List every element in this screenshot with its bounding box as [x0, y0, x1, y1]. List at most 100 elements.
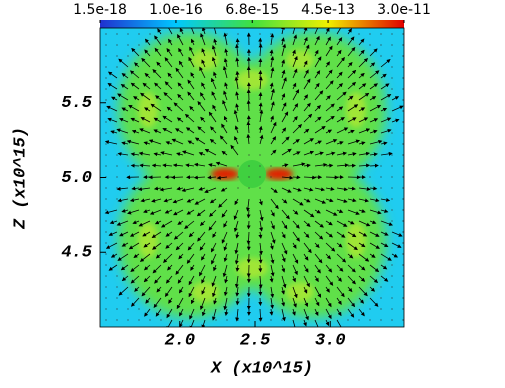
vector-arrow	[292, 319, 296, 327]
vector-arrow	[138, 220, 151, 227]
vector-dot	[116, 297, 118, 299]
vector-arrow	[118, 58, 129, 68]
vector-dot	[105, 110, 107, 112]
vector-dot	[116, 66, 118, 68]
vector-arrow	[303, 138, 314, 145]
vector-arrow	[126, 139, 140, 145]
vector-arrow	[201, 59, 206, 68]
vector-dot	[116, 154, 118, 156]
vector-dot	[116, 55, 118, 57]
vector-dot	[369, 33, 371, 35]
vector-arrow	[186, 198, 195, 203]
vector-arrow	[149, 209, 162, 215]
vector-dot	[127, 44, 129, 46]
vector-arrow	[303, 150, 315, 156]
vector-arrow	[325, 69, 333, 79]
vector-arrow	[132, 220, 140, 225]
vector-arrow	[200, 297, 206, 310]
y-tick-label: 4.5	[61, 244, 92, 263]
vector-dot	[402, 286, 404, 288]
vector-arrow	[281, 242, 288, 255]
vector-arrow	[325, 95, 331, 101]
vector-dot	[116, 44, 118, 46]
colorbar-tick-label: 1.5e-18	[73, 2, 127, 18]
vector-arrow	[358, 308, 365, 317]
vector-dot	[380, 286, 382, 288]
vector-arrow	[143, 141, 151, 146]
vector-arrow	[154, 220, 162, 225]
vector-arrow	[347, 36, 355, 46]
vector-arrow	[325, 242, 336, 252]
vector-arrow	[187, 79, 195, 90]
vector-arrow	[153, 297, 162, 309]
vector-arrow	[292, 242, 297, 249]
vector-arrow	[159, 187, 173, 192]
vector-arrow	[291, 308, 296, 316]
vector-dot	[116, 187, 118, 189]
vector-dot	[127, 308, 129, 310]
vector-dot	[391, 198, 393, 200]
vector-dot	[391, 319, 393, 321]
vector-arrow	[336, 151, 348, 156]
vector-dot	[259, 33, 261, 35]
vector-arrow	[325, 209, 338, 216]
vector-arrow	[325, 231, 333, 238]
vector-arrow	[347, 231, 357, 238]
vector-arrow	[160, 220, 173, 228]
vector-arrow	[233, 220, 239, 233]
vector-arrow	[189, 105, 195, 112]
vector-arrow	[176, 152, 184, 157]
vector-arrow	[336, 28, 342, 35]
vector-arrow	[358, 198, 369, 203]
vector-arrow	[269, 308, 274, 316]
vector-arrow	[213, 297, 218, 305]
vector-arrow	[223, 297, 228, 311]
vector-arrow	[117, 93, 129, 101]
vector-arrow	[144, 38, 151, 46]
vector-arrow	[380, 73, 387, 79]
vector-arrow	[204, 187, 217, 194]
vector-arrow	[336, 106, 344, 112]
vector-arrow	[194, 162, 206, 167]
vector-arrow	[281, 264, 286, 273]
vector-dot	[281, 319, 283, 321]
vector-arrow	[197, 231, 206, 242]
vector-dot	[127, 33, 129, 35]
vector-arrow	[188, 231, 195, 238]
vector-arrow	[270, 101, 275, 112]
vector-arrow	[224, 82, 229, 90]
vector-arrow	[369, 70, 380, 79]
vector-dot	[402, 66, 404, 68]
vector-arrow	[391, 105, 404, 112]
vector-arrow	[154, 82, 162, 90]
colorbar	[100, 20, 404, 28]
vector-arrow	[292, 28, 296, 35]
vector-arrow	[369, 186, 378, 191]
vector-arrow	[173, 102, 184, 112]
vector-arrow	[199, 220, 206, 227]
vector-arrow	[107, 83, 118, 90]
vector-dot	[248, 319, 250, 321]
vector-dot	[149, 319, 151, 321]
vector-arrow	[175, 67, 184, 79]
vector-arrow	[258, 231, 263, 239]
vector-arrow	[224, 275, 229, 284]
vector-arrow	[281, 175, 294, 180]
vector-arrow	[235, 91, 240, 101]
vector-arrow	[336, 253, 347, 263]
vector-arrow	[347, 152, 357, 157]
vector-dot	[380, 165, 382, 167]
vector-arrow	[314, 49, 319, 57]
vector-dot	[237, 176, 239, 178]
vector-arrow	[111, 96, 118, 101]
vector-arrow	[171, 138, 184, 145]
vector-arrow	[175, 242, 184, 251]
vector-arrow	[292, 175, 301, 180]
vector-arrow	[173, 209, 184, 216]
vector-arrow	[172, 198, 184, 204]
vector-arrow	[325, 80, 334, 90]
vector-arrow	[165, 275, 173, 284]
vector-dot	[105, 44, 107, 46]
vector-arrow	[154, 47, 162, 57]
